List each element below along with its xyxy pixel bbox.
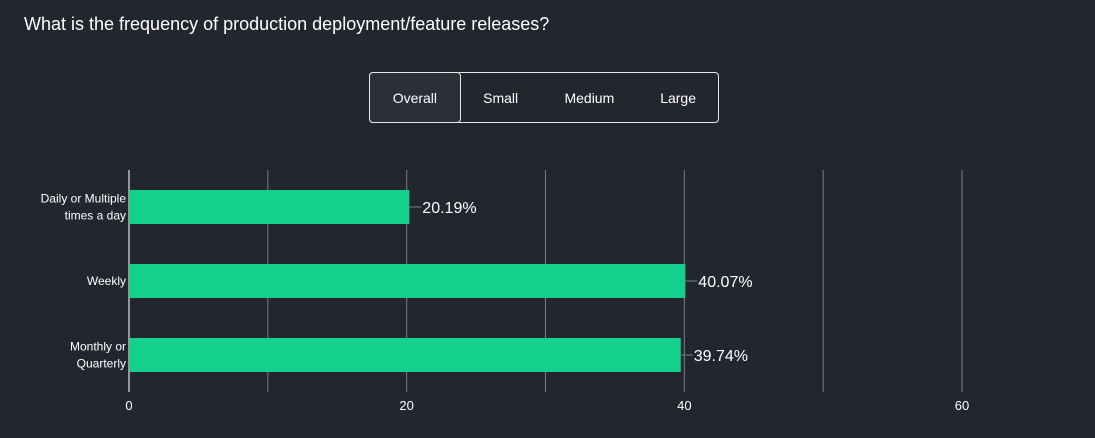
tab-small[interactable]: Small xyxy=(483,89,519,106)
category-label: Daily or Multiple xyxy=(41,192,127,206)
tab-large[interactable]: Large xyxy=(660,89,696,106)
category-label: times a day xyxy=(65,209,126,223)
bar xyxy=(130,264,686,298)
x-tick-label: 60 xyxy=(955,398,969,413)
category-label: Monthly or xyxy=(70,340,126,354)
x-tick-label: 0 xyxy=(125,398,132,413)
x-tick-label: 40 xyxy=(677,398,691,413)
data-label: 40.07% xyxy=(698,274,752,291)
category-label: Weekly xyxy=(87,274,126,288)
bar xyxy=(130,190,410,224)
tab-medium[interactable]: Medium xyxy=(564,89,615,106)
data-label: 20.19% xyxy=(422,200,476,217)
bar xyxy=(130,338,681,372)
data-label: 39.74% xyxy=(694,348,748,365)
x-tick-label: 20 xyxy=(399,398,413,413)
category-label: Quarterly xyxy=(77,357,126,371)
tab-overall[interactable]: Overall xyxy=(369,72,461,123)
size-filter-segmented-control: Overall Small Medium Large xyxy=(369,72,719,123)
page-title: What is the frequency of production depl… xyxy=(24,14,550,34)
